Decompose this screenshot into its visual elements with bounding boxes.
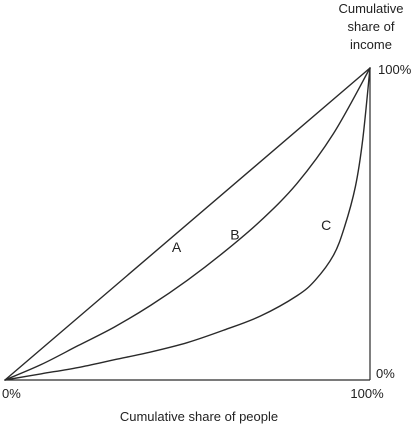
y-axis-label-line-3: income [350,37,392,52]
series-line-c [4,67,371,381]
series-label-c: C [321,217,331,233]
y-tick-label-max: 100% [378,62,412,77]
series-label-b: B [230,227,239,243]
plot-area: A B C [4,67,371,381]
series-line-a [4,67,371,381]
series-label-a: A [172,239,182,255]
series-line-b [4,67,371,381]
y-tick-label-min: 0% [376,366,395,381]
y-axis-label-line-2: share of [348,19,395,34]
y-axis-label-line-1: Cumulative [338,1,403,16]
x-axis-label: Cumulative share of people [120,409,278,424]
x-tick-label-max: 100% [350,386,384,401]
x-tick-label-min: 0% [2,386,21,401]
